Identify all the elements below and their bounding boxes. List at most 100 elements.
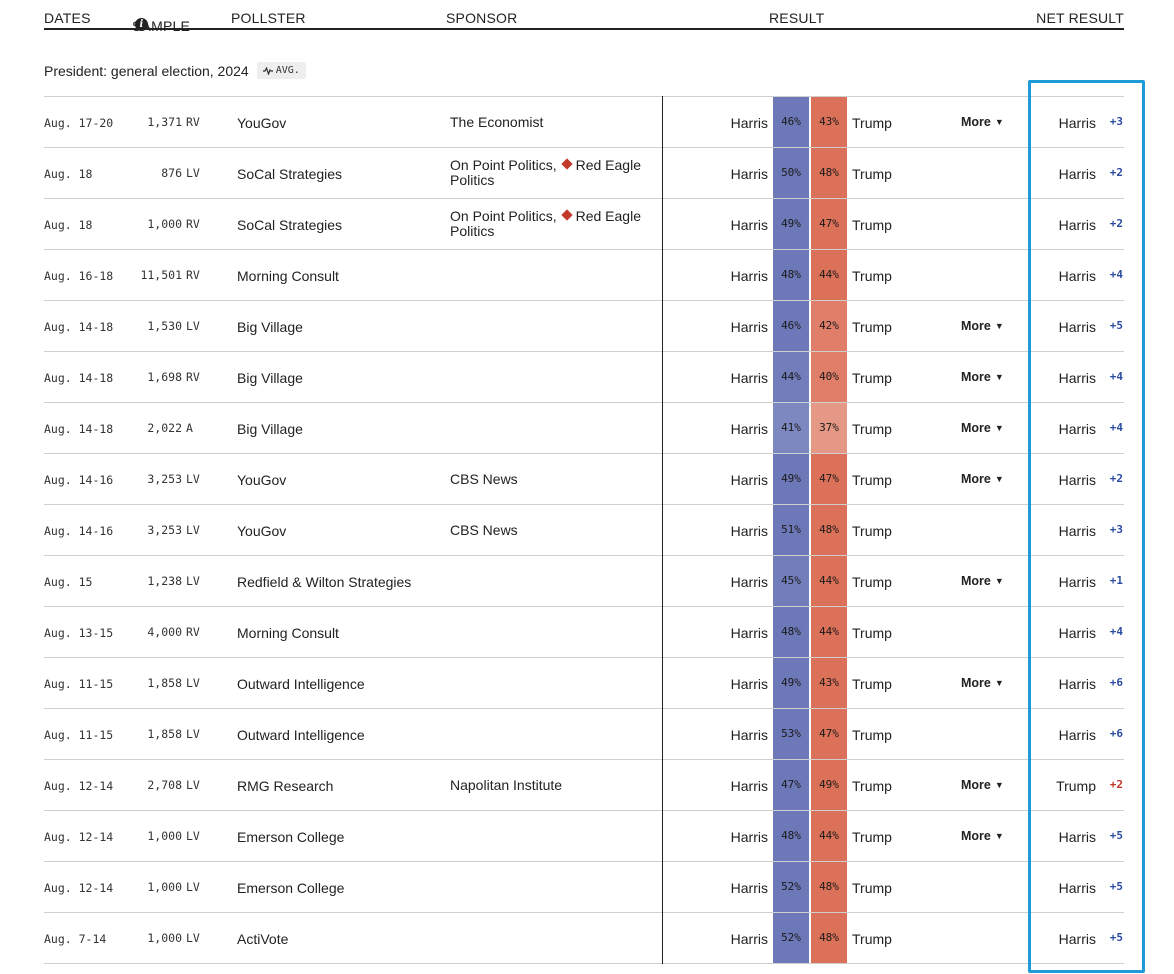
sponsor-name[interactable]: CBS News: [450, 522, 518, 538]
poll-dates: Aug. 18: [44, 218, 93, 232]
rep-percentage: 43%: [811, 658, 847, 708]
sample-type: RV: [186, 268, 200, 282]
table-row[interactable]: Aug. 14-16 3,253 LV YouGov CBS News Harris 49%…: [44, 454, 1124, 505]
rep-candidate-name: Trump: [852, 319, 892, 335]
rep-candidate-name: Trump: [852, 472, 892, 488]
table-row[interactable]: Aug. 13-15 4,000 RV Morning Consult Harris 48…: [44, 607, 1124, 658]
sponsor-name[interactable]: Red Eagle Politics: [450, 208, 641, 239]
pollster-name[interactable]: Morning Consult: [237, 625, 339, 641]
pollster-name[interactable]: YouGov: [237, 523, 287, 539]
pollster-name[interactable]: Morning Consult: [237, 268, 339, 284]
table-row[interactable]: Aug. 14-18 2,022 A Big Village Harris 41% 37% T…: [44, 403, 1124, 454]
pollster-name[interactable]: Outward Intelligence: [237, 727, 365, 743]
sponsor-column-header[interactable]: SPONSOR: [446, 10, 518, 26]
sponsor-name[interactable]: On Point Politics,: [450, 208, 557, 224]
more-button[interactable]: More ▼: [961, 115, 1004, 129]
caret-down-icon: ▼: [994, 780, 1004, 790]
sample-size: 1,000: [147, 217, 182, 231]
rep-candidate-name: Trump: [852, 166, 892, 182]
info-icon[interactable]: i: [135, 18, 148, 31]
table-row[interactable]: Aug. 14-16 3,253 LV YouGov CBS News Harris 51%…: [44, 505, 1124, 556]
pollster-name[interactable]: Redfield & Wilton Strategies: [237, 574, 412, 590]
pollster-name[interactable]: RMG Research: [237, 778, 334, 794]
pollster-name[interactable]: YouGov: [237, 472, 287, 488]
net-result-margin: +5: [1109, 829, 1123, 842]
sponsor-cell: Napolitan Institute: [450, 778, 660, 793]
result-column-header[interactable]: RESULT: [769, 10, 825, 26]
table-row[interactable]: Aug. 11-15 1,858 LV Outward Intelligence Har…: [44, 658, 1124, 709]
more-button[interactable]: More ▼: [961, 574, 1004, 588]
net-result-leader: Harris: [1058, 319, 1096, 335]
sample-size: 1,238: [147, 574, 182, 588]
caret-down-icon: ▼: [994, 117, 1004, 127]
more-button[interactable]: More ▼: [961, 370, 1004, 384]
rep-percentage: 42%: [811, 301, 847, 351]
table-row[interactable]: Aug. 12-14 1,000 LV Emerson College Harris 52…: [44, 862, 1124, 913]
net-result-leader: Harris: [1058, 574, 1096, 590]
more-button[interactable]: More ▼: [961, 472, 1004, 486]
average-button[interactable]: AVG.: [256, 62, 306, 79]
more-button[interactable]: More ▼: [961, 829, 1004, 843]
table-row[interactable]: Aug. 12-14 2,708 LV RMG Research Napolitan I…: [44, 760, 1124, 811]
dates-column-header[interactable]: DATES: [44, 10, 91, 26]
sample-size: 1,530: [147, 319, 182, 333]
more-button[interactable]: More ▼: [961, 778, 1004, 792]
sample-type: LV: [186, 166, 200, 180]
sample-size: 1,371: [147, 115, 182, 129]
rep-candidate-name: Trump: [852, 574, 892, 590]
net-result-margin: +1: [1109, 574, 1123, 587]
pollster-column-header[interactable]: POLLSTER: [231, 10, 306, 26]
pollster-name[interactable]: Emerson College: [237, 829, 345, 845]
more-button[interactable]: More ▼: [961, 319, 1004, 333]
sample-type: RV: [186, 370, 200, 384]
sponsor-cell: On Point Politics, Red Eagle Politics: [450, 158, 660, 188]
table-row[interactable]: Aug. 15 1,238 LV Redfield & Wilton Strategi…: [44, 556, 1124, 607]
net-result-margin: +3: [1109, 523, 1123, 536]
sample-size: 3,253: [147, 523, 182, 537]
dem-percentage: 45%: [773, 556, 809, 606]
table-row[interactable]: Aug. 18 1,000 RV SoCal Strategies On Point P…: [44, 199, 1124, 250]
pollster-name[interactable]: YouGov: [237, 115, 287, 131]
rep-percentage: 44%: [811, 811, 847, 861]
pollster-name[interactable]: SoCal Strategies: [237, 217, 343, 233]
table-row[interactable]: Aug. 16-18 11,501 RV Morning Consult Harris 4…: [44, 250, 1124, 301]
rep-candidate-name: Trump: [852, 880, 892, 896]
more-button[interactable]: More ▼: [961, 421, 1004, 435]
sample-type: LV: [186, 778, 200, 792]
pollster-name[interactable]: Big Village: [237, 421, 303, 437]
table-row[interactable]: Aug. 14-18 1,698 RV Big Village Harris 44% 40%…: [44, 352, 1124, 403]
sponsor-name[interactable]: Red Eagle Politics: [450, 157, 641, 188]
more-label: More: [961, 370, 991, 384]
sponsor-name[interactable]: Napolitan Institute: [450, 777, 563, 793]
table-row[interactable]: Aug. 12-14 1,000 LV Emerson College Harris 48…: [44, 811, 1124, 862]
pollster-name[interactable]: ActiVote: [237, 931, 289, 947]
pollster-name[interactable]: Big Village: [237, 319, 303, 335]
table-row[interactable]: Aug. 14-18 1,530 LV Big Village Harris 46% 42%…: [44, 301, 1124, 352]
dem-candidate-name: Harris: [730, 880, 768, 896]
table-row[interactable]: Aug. 11-15 1,858 LV Outward Intelligence Har…: [44, 709, 1124, 760]
trend-icon: [262, 66, 273, 75]
poll-dates: Aug. 12-14: [44, 830, 114, 844]
dem-candidate-name: Harris: [730, 829, 768, 845]
pollster-name[interactable]: Emerson College: [237, 880, 345, 896]
caret-down-icon: ▼: [994, 474, 1004, 484]
pollster-name[interactable]: Big Village: [237, 370, 303, 386]
more-button[interactable]: More ▼: [961, 676, 1004, 690]
pollster-name[interactable]: SoCal Strategies: [237, 166, 343, 182]
sponsor-name[interactable]: CBS News: [450, 471, 518, 487]
pollster-name[interactable]: Outward Intelligence: [237, 676, 365, 692]
sponsor-name[interactable]: The Economist: [450, 114, 544, 130]
table-row[interactable]: Aug. 17-20 1,371 RV YouGov The Economist Harr…: [44, 97, 1124, 148]
table-row[interactable]: Aug. 18 876 LV SoCal Strategies On Point Pol…: [44, 148, 1124, 199]
table-row[interactable]: Aug. 7-14 1,000 LV ActiVote Harris 52% 48% Trum…: [44, 913, 1124, 964]
sponsor-name[interactable]: On Point Politics,: [450, 157, 557, 173]
partisan-diamond-icon: [560, 158, 573, 170]
poll-dates: Aug. 11-15: [44, 728, 114, 742]
dem-percentage: 49%: [773, 658, 809, 708]
dem-candidate-name: Harris: [730, 421, 768, 437]
more-label: More: [961, 115, 991, 129]
net-result-margin: +6: [1109, 676, 1123, 689]
dem-percentage: 51%: [773, 505, 809, 555]
net-result-column-header[interactable]: NET RESULT: [1036, 10, 1124, 26]
dem-candidate-name: Harris: [730, 268, 768, 284]
